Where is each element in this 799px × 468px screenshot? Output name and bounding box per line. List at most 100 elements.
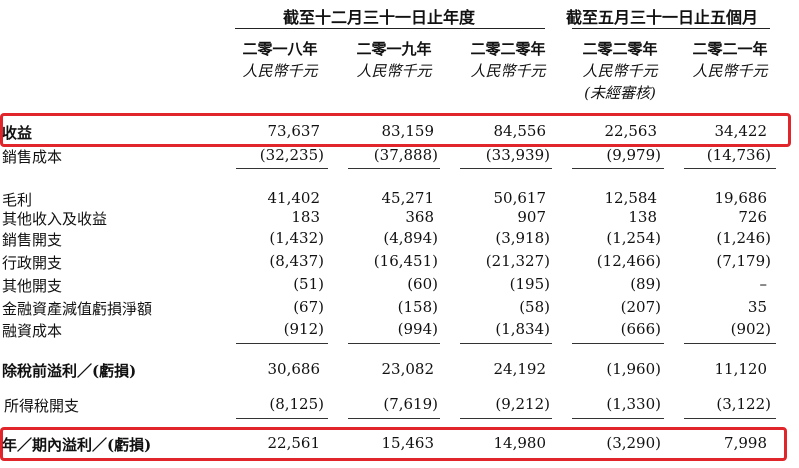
cell-other-income-2018: 183 xyxy=(291,208,320,226)
net-rule-p2020 xyxy=(572,418,664,419)
cell-profit-for-period-2020: 14,980 xyxy=(493,434,547,452)
cell-profit-before-tax-p2020: (1,960) xyxy=(606,360,661,378)
cell-cost-of-sales-p2021: (14,736) xyxy=(706,146,771,164)
cell-profit-before-tax-2018: 30,686 xyxy=(267,360,321,378)
subtotal-rule-p2020 xyxy=(572,168,664,169)
cell-cost-of-sales-2018: (32,235) xyxy=(259,146,324,164)
cell-impairment-losses-p2021: 35 xyxy=(747,298,767,316)
cell-gross-profit-p2020: 12,584 xyxy=(604,189,658,207)
subtotal-rule-2020 xyxy=(460,168,552,169)
cell-admin-expenses-p2020: (12,466) xyxy=(596,252,661,270)
column-year-2019: 二零一九年 xyxy=(356,40,432,58)
row-label-admin-expenses: 行政開支 xyxy=(2,254,63,272)
cell-other-expenses-2018: (51) xyxy=(293,275,324,293)
cell-selling-expenses-p2020: (1,254) xyxy=(606,229,661,247)
row-label-other-income: 其他收入及收益 xyxy=(2,210,108,228)
cell-profit-before-tax-p2021: 11,120 xyxy=(714,360,768,378)
column-currency-2020: 人民幣千元 xyxy=(470,62,546,80)
cell-selling-expenses-p2021: (1,246) xyxy=(716,229,771,247)
row-label-revenue: 收益 xyxy=(2,124,33,142)
cell-other-income-2020: 907 xyxy=(517,208,546,226)
cell-admin-expenses-2020: (21,327) xyxy=(485,252,550,270)
column-year-2020: 二零二零年 xyxy=(470,40,546,58)
pretax-rule-2018 xyxy=(236,343,328,344)
cell-other-expenses-p2020: (89) xyxy=(630,275,661,293)
column-period-2020: 二零二零年 xyxy=(582,40,658,58)
cell-impairment-losses-2020: (58) xyxy=(519,298,550,316)
cell-income-tax-2020: (9,212) xyxy=(495,395,550,413)
cell-profit-for-period-2019: 15,463 xyxy=(381,434,435,452)
cell-finance-costs-p2021: (902) xyxy=(730,320,771,338)
cell-cost-of-sales-2020: (33,939) xyxy=(485,146,550,164)
row-label-gross-profit: 毛利 xyxy=(2,191,33,209)
group-rule-year-ended xyxy=(235,28,545,29)
cell-profit-for-period-2018: 22,561 xyxy=(267,434,321,452)
net-rule-2019 xyxy=(348,418,440,419)
highlight-profit-row xyxy=(0,427,787,461)
cell-cost-of-sales-2019: (37,888) xyxy=(373,146,438,164)
cell-other-expenses-p2021: – xyxy=(759,275,768,293)
cell-other-expenses-2019: (60) xyxy=(407,275,438,293)
cell-selling-expenses-2020: (3,918) xyxy=(495,229,550,247)
net-rule-2018 xyxy=(236,418,328,419)
group-rule-five-months xyxy=(572,28,770,29)
column-currency-period-2021: 人民幣千元 xyxy=(692,62,768,80)
row-label-selling-expenses: 銷售開支 xyxy=(2,231,63,249)
net-rule-2020 xyxy=(460,418,552,419)
cell-income-tax-p2020: (1,330) xyxy=(606,395,661,413)
cell-cost-of-sales-p2020: (9,979) xyxy=(606,146,661,164)
subtotal-rule-2019 xyxy=(348,168,440,169)
cell-impairment-losses-p2020: (207) xyxy=(620,298,661,316)
row-label-other-expenses: 其他開支 xyxy=(2,277,63,295)
column-year-2018: 二零一八年 xyxy=(242,40,318,58)
cell-income-tax-2018: (8,125) xyxy=(269,395,324,413)
cell-impairment-losses-2018: (67) xyxy=(293,298,324,316)
cell-finance-costs-2020: (1,834) xyxy=(495,320,550,338)
column-currency-2019: 人民幣千元 xyxy=(356,62,432,80)
pretax-rule-p2020 xyxy=(572,343,664,344)
cell-admin-expenses-p2021: (7,179) xyxy=(716,252,771,270)
cell-selling-expenses-2018: (1,432) xyxy=(269,229,324,247)
cell-other-income-p2020: 138 xyxy=(628,208,657,226)
pretax-rule-2019 xyxy=(348,343,440,344)
column-period-2021: 二零二一年 xyxy=(692,40,768,58)
column-unaudited-note: (未經審核) xyxy=(584,84,656,102)
cell-admin-expenses-2018: (8,437) xyxy=(269,252,324,270)
row-label-income-tax: 所得稅開支 xyxy=(4,397,80,415)
cell-finance-costs-2019: (994) xyxy=(397,320,438,338)
pretax-rule-p2021 xyxy=(684,343,776,344)
cell-revenue-2018: 73,637 xyxy=(267,122,321,140)
cell-revenue-2020: 84,556 xyxy=(493,122,547,140)
cell-revenue-2019: 83,159 xyxy=(381,122,435,140)
cell-profit-before-tax-2019: 23,082 xyxy=(381,360,435,378)
pretax-rule-2020 xyxy=(460,343,552,344)
row-label-profit-before-tax: 除稅前溢利／(虧損) xyxy=(2,362,137,380)
net-rule-p2021 xyxy=(684,418,776,419)
cell-other-expenses-2020: (195) xyxy=(509,275,550,293)
row-label-finance-costs: 融資成本 xyxy=(2,322,63,340)
cell-impairment-losses-2019: (158) xyxy=(397,298,438,316)
subtotal-rule-2018 xyxy=(236,168,328,169)
cell-revenue-p2021: 34,422 xyxy=(714,122,768,140)
cell-other-income-p2021: 726 xyxy=(738,208,767,226)
group-title-year-ended: 截至十二月三十一日止年度 xyxy=(283,8,476,27)
cell-income-tax-p2021: (3,122) xyxy=(716,395,771,413)
cell-profit-for-period-p2021: 7,998 xyxy=(724,434,767,452)
cell-admin-expenses-2019: (16,451) xyxy=(373,252,438,270)
row-label-impairment-losses: 金融資產減值虧損淨額 xyxy=(2,300,153,318)
cell-gross-profit-2018: 41,402 xyxy=(267,189,321,207)
cell-gross-profit-2020: 50,617 xyxy=(493,189,547,207)
cell-revenue-p2020: 22,563 xyxy=(604,122,658,140)
cell-finance-costs-2018: (912) xyxy=(283,320,324,338)
cell-income-tax-2019: (7,619) xyxy=(383,395,438,413)
row-label-cost-of-sales: 銷售成本 xyxy=(2,148,63,166)
highlight-revenue-row xyxy=(0,113,791,147)
subtotal-rule-p2021 xyxy=(684,168,776,169)
cell-profit-for-period-p2020: (3,290) xyxy=(606,434,661,452)
cell-profit-before-tax-2020: 24,192 xyxy=(493,360,547,378)
cell-other-income-2019: 368 xyxy=(405,208,434,226)
cell-gross-profit-2019: 45,271 xyxy=(381,189,435,207)
row-label-profit-for-period: 年／期內溢利／(虧損) xyxy=(2,436,152,454)
group-title-five-months: 截至五月三十一日止五個月 xyxy=(566,8,759,27)
cell-gross-profit-p2021: 19,686 xyxy=(714,189,768,207)
